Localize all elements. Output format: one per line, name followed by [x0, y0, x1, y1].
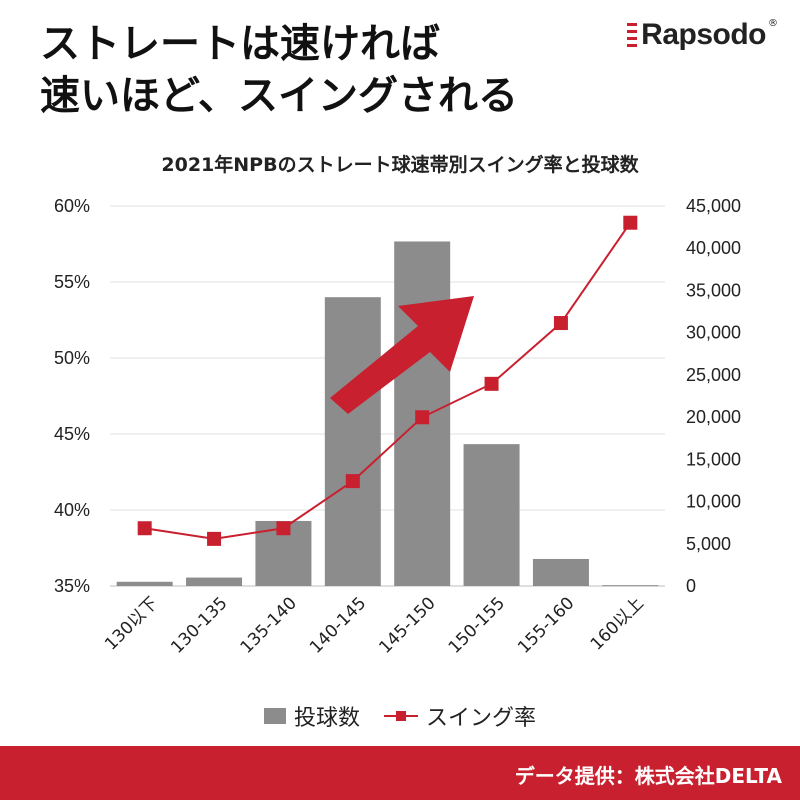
- legend-item-swing-rate: スイング率: [384, 700, 536, 732]
- legend-item-pitches: 投球数: [263, 700, 360, 732]
- right-tick-label: 40,000: [686, 238, 741, 258]
- bar: [116, 581, 173, 586]
- x-tick-label: 135-140: [237, 593, 301, 657]
- chart-title: 2021年NPBのストレート球速帯別スイング率と投球数: [161, 154, 639, 176]
- left-tick-label: 55%: [54, 272, 90, 292]
- grid-lines: [110, 205, 665, 587]
- right-tick-label: 45,000: [686, 196, 741, 216]
- legend-label-swing-rate: スイング率: [426, 706, 537, 731]
- bar: [324, 297, 381, 586]
- swing-rate-line: [144, 222, 632, 540]
- line-point: [553, 316, 568, 331]
- x-tick-label: 160以上: [587, 593, 648, 654]
- right-tick-label: 35,000: [686, 280, 741, 300]
- rapsodo-logo: Rapsodo ®: [627, 18, 778, 52]
- right-tick-label: 20,000: [686, 407, 741, 427]
- left-tick-label: 45%: [54, 424, 90, 444]
- x-tick-label: 130以下: [101, 593, 162, 654]
- line-series: [137, 215, 638, 546]
- line-point: [207, 531, 222, 546]
- legend-bar-swatch: [263, 708, 286, 724]
- bar: [463, 444, 520, 586]
- headline-line-1: ストレートは速ければ: [40, 21, 440, 67]
- headline-line-2: 速いほど、スイングされる: [40, 73, 518, 119]
- line-point: [484, 376, 499, 391]
- x-tick-label: 130-135: [167, 593, 231, 657]
- bar: [186, 577, 243, 586]
- legend-label-pitches: 投球数: [293, 706, 360, 731]
- line-point: [276, 521, 291, 536]
- footer-credit: データ提供：株式会社DELTA: [514, 764, 782, 788]
- x-axis-ticks: 130以下 130-135 135-140 140-145 145-150 150-155…: [101, 593, 648, 657]
- logo-text: Rapsodo: [641, 18, 766, 51]
- headline: ストレートは速ければ 速いほど、スイングされる: [40, 18, 600, 122]
- right-tick-label: 15,000: [686, 449, 741, 469]
- legend-line-swatch: [384, 708, 418, 724]
- x-tick-label: 145-150: [375, 593, 439, 657]
- left-tick-label: 50%: [54, 348, 90, 368]
- line-point: [137, 521, 152, 536]
- trend-arrow-annotation: [330, 296, 474, 414]
- x-tick-label: 140-145: [306, 593, 370, 657]
- right-tick-label: 5,000: [686, 534, 731, 554]
- left-tick-label: 60%: [54, 196, 90, 216]
- logo-mark-icon: [627, 23, 638, 47]
- logo-registered-mark: ®: [768, 18, 778, 29]
- left-tick-label: 40%: [54, 500, 90, 520]
- line-point: [415, 410, 430, 425]
- legend: 投球数 スイング率: [0, 700, 800, 732]
- right-tick-label: 25,000: [686, 365, 741, 385]
- footer-bar: データ提供：株式会社DELTA: [0, 746, 800, 800]
- trend-arrow: [330, 296, 474, 414]
- line-point: [345, 474, 360, 489]
- right-axis-ticks: 0 5,000 10,000 15,000 20,000 25,000 30,000 35,0…: [686, 196, 741, 596]
- right-tick-label: 30,000: [686, 323, 741, 343]
- right-tick-label: 10,000: [686, 492, 741, 512]
- bar-series: [116, 241, 659, 587]
- x-tick-label: 150-155: [445, 593, 509, 657]
- x-tick-label: 155-160: [514, 593, 578, 657]
- left-axis-ticks: 35% 40% 45% 50% 55% 60%: [54, 196, 90, 596]
- bar: [532, 558, 589, 586]
- line-point: [623, 215, 638, 230]
- bar: [602, 585, 659, 587]
- left-tick-label: 35%: [54, 576, 90, 596]
- right-tick-label: 0: [686, 576, 696, 596]
